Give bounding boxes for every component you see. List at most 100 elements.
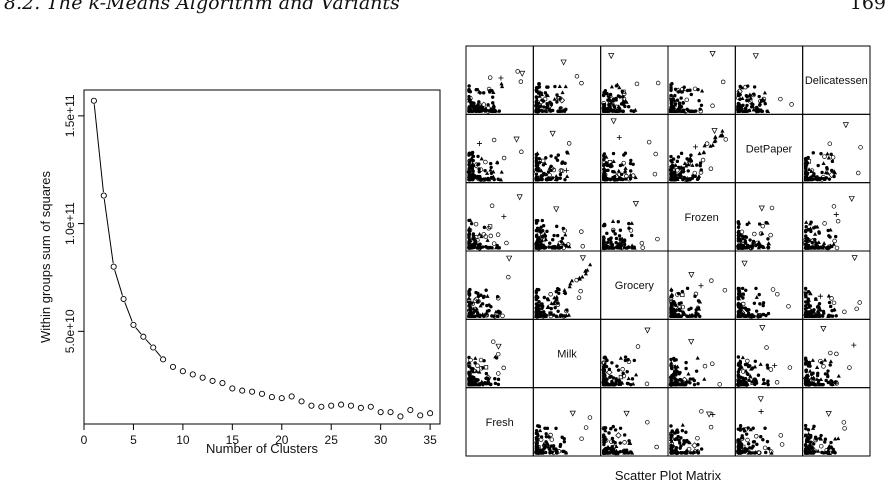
filled-circle-point xyxy=(751,426,755,430)
filled-circle-point xyxy=(496,177,500,181)
open-triangle-point xyxy=(752,53,759,60)
filled-circle-point xyxy=(562,108,567,112)
filled-circle-point xyxy=(467,84,471,88)
variable-label: Grocery xyxy=(615,280,655,292)
open-circle-point xyxy=(644,381,650,387)
filled-circle-point xyxy=(537,157,542,161)
filled-triangle-point xyxy=(534,287,539,292)
open-circle-point xyxy=(669,105,675,111)
filled-circle-point xyxy=(618,449,623,454)
filled-triangle-point xyxy=(831,242,836,246)
open-circle-point xyxy=(486,105,491,111)
filled-triangle-point xyxy=(827,443,832,448)
open-circle-point xyxy=(751,92,756,98)
filled-circle-point xyxy=(631,162,635,166)
open-circle-point xyxy=(536,232,541,237)
filled-triangle-point xyxy=(826,293,831,298)
open-circle-point xyxy=(702,363,708,369)
filled-circle-point xyxy=(629,158,633,163)
open-circle-point xyxy=(491,241,497,246)
filled-triangle-point xyxy=(469,155,474,160)
filled-circle-point xyxy=(603,223,607,228)
filled-circle-point xyxy=(602,238,606,242)
filled-triangle-point xyxy=(554,294,559,299)
open-circle-point xyxy=(538,437,544,442)
filled-circle-point xyxy=(809,372,814,377)
filled-triangle-point xyxy=(806,444,811,449)
filled-triangle-point xyxy=(669,382,674,387)
filled-circle-point xyxy=(695,163,699,167)
open-circle-point xyxy=(822,221,827,226)
open-circle-point xyxy=(549,437,555,442)
filled-circle-point xyxy=(752,301,757,305)
data-point xyxy=(288,393,295,400)
filled-triangle-point xyxy=(607,450,612,455)
filled-triangle-point xyxy=(477,231,482,236)
plus-point xyxy=(833,211,839,217)
open-triangle-point xyxy=(709,51,716,57)
open-square-point xyxy=(541,158,546,164)
filled-triangle-point xyxy=(468,382,473,387)
filled-circle-point xyxy=(699,447,704,451)
filled-triangle-point xyxy=(491,174,496,179)
filled-triangle-point xyxy=(473,240,478,244)
filled-triangle-point xyxy=(739,364,744,369)
open-circle-point xyxy=(761,96,767,102)
open-circle-point xyxy=(717,382,722,387)
filled-triangle-point xyxy=(630,450,635,455)
matrix-cell: Frozen xyxy=(667,182,736,252)
filled-triangle-point xyxy=(537,423,542,428)
filled-triangle-point xyxy=(487,177,492,182)
matrix-title: Scatter Plot Matrix xyxy=(615,468,722,483)
open-triangle-point xyxy=(688,338,695,345)
open-circle-point xyxy=(831,300,837,306)
filled-circle-point xyxy=(675,98,680,102)
open-circle-point xyxy=(534,440,539,445)
filled-circle-point xyxy=(556,109,560,113)
filled-circle-point xyxy=(826,369,830,373)
filled-circle-point xyxy=(534,158,539,163)
open-circle-point xyxy=(485,109,491,114)
open-circle-point xyxy=(466,169,472,175)
filled-triangle-point xyxy=(553,177,558,181)
filled-circle-point xyxy=(537,160,542,165)
open-circle-point xyxy=(810,450,816,455)
open-square-point xyxy=(750,380,755,385)
filled-triangle-point xyxy=(552,295,557,300)
filled-triangle-point xyxy=(815,174,820,179)
open-circle-point xyxy=(630,173,636,178)
data-point xyxy=(219,380,226,387)
open-circle-point xyxy=(483,312,489,318)
filled-circle-point xyxy=(555,451,559,455)
filled-circle-point xyxy=(689,153,693,157)
open-square-point xyxy=(621,89,626,94)
filled-circle-point xyxy=(693,294,697,298)
filled-circle-point xyxy=(736,225,741,229)
open-circle-point xyxy=(547,103,552,109)
open-circle-point xyxy=(468,357,473,363)
open-circle-point xyxy=(614,104,619,110)
filled-circle-point xyxy=(806,428,811,432)
filled-circle-point xyxy=(625,451,630,455)
filled-circle-point xyxy=(832,450,836,454)
open-circle-point xyxy=(478,167,484,172)
open-circle-point xyxy=(692,86,698,92)
matrix-cell-frame xyxy=(465,45,534,115)
filled-circle-point xyxy=(761,303,765,308)
open-circle-point xyxy=(740,301,746,307)
open-circle-point xyxy=(547,172,552,178)
filled-triangle-point xyxy=(695,448,700,453)
matrix-cell-frame xyxy=(600,113,669,184)
open-circle-point xyxy=(466,308,472,313)
filled-circle-point xyxy=(741,376,745,380)
filled-triangle-point xyxy=(670,159,675,164)
filled-circle-point xyxy=(618,228,623,232)
filled-circle-point xyxy=(698,164,702,168)
filled-triangle-point xyxy=(710,143,715,147)
filled-circle-point xyxy=(736,446,741,450)
filled-circle-point xyxy=(761,378,766,382)
open-diamond-point xyxy=(548,165,555,172)
open-circle-point xyxy=(536,450,541,455)
filled-circle-point xyxy=(616,219,620,224)
filled-circle-point xyxy=(483,168,487,173)
